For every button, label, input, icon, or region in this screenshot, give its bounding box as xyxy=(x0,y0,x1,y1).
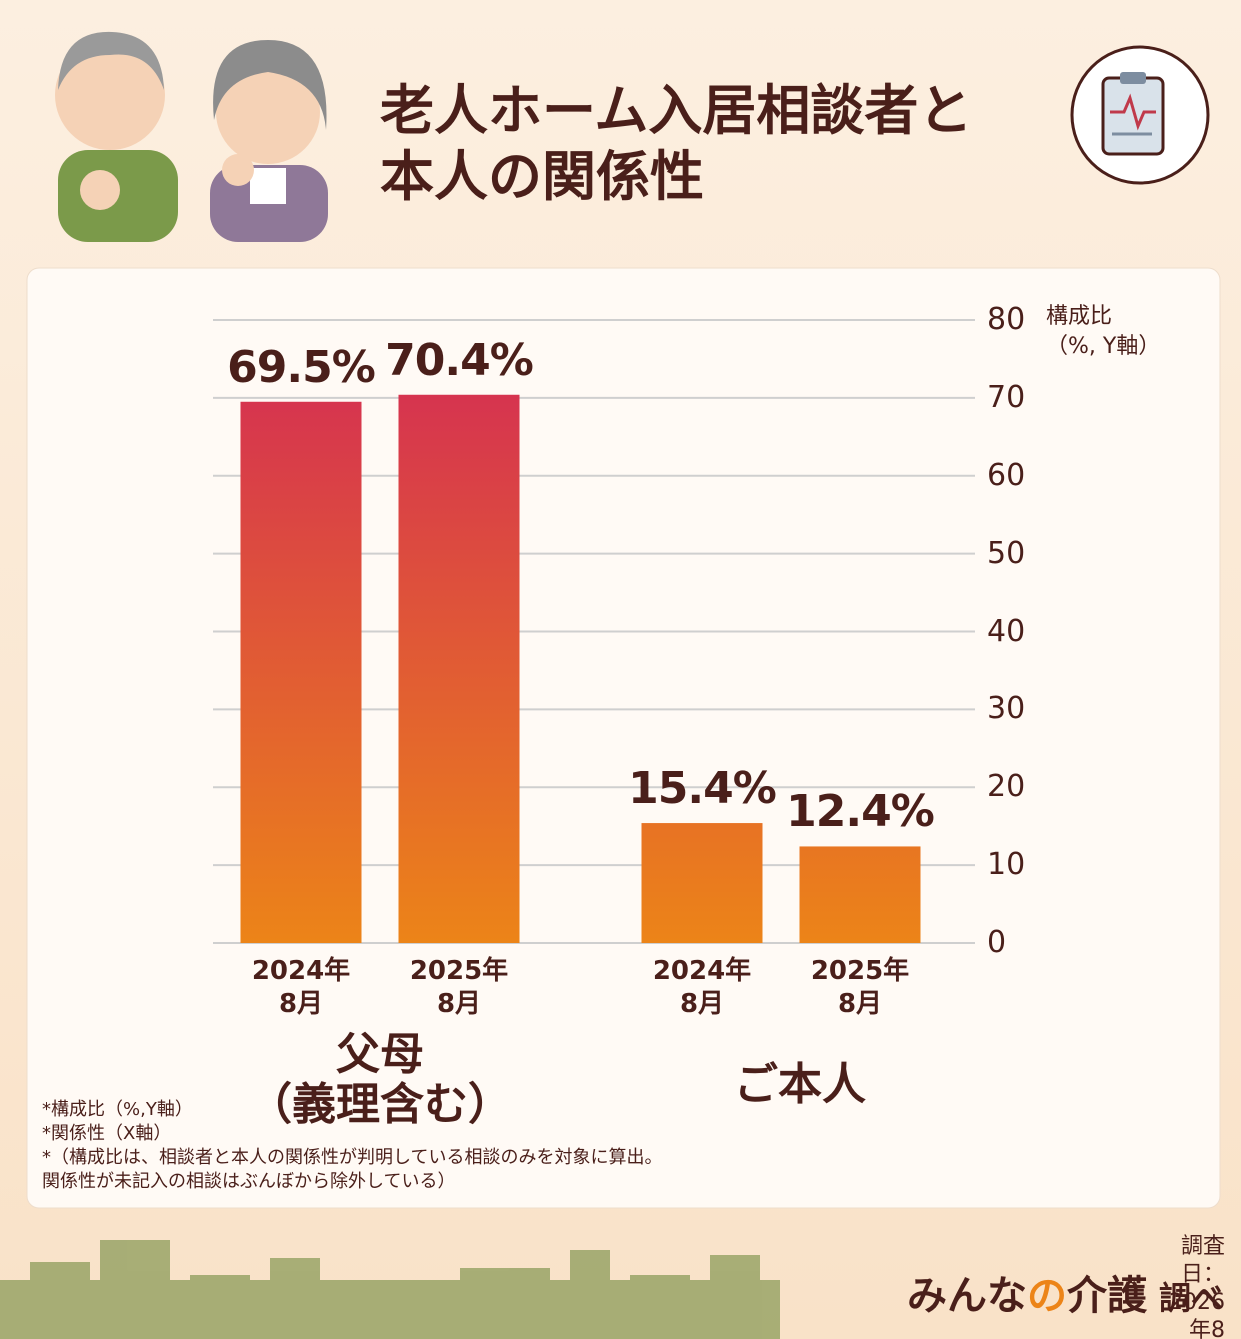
y-tick-label: 20 xyxy=(987,769,1026,805)
survey-date: 調査日：2026年8月7日 xyxy=(1169,1234,1226,1339)
y-tick-label: 60 xyxy=(987,457,1026,493)
card xyxy=(26,267,1221,1209)
y-tick-label: 50 xyxy=(987,535,1026,571)
x-tick-label: 2024年 8月 xyxy=(251,956,351,1019)
illustration-couple xyxy=(55,31,328,242)
x-tick-label: 2025年 8月 xyxy=(810,956,910,1019)
title: 老人ホーム入居相談者と 本人の関係性 xyxy=(380,79,973,208)
y-tick-label: 70 xyxy=(987,379,1026,415)
brand-suffix: 調べ xyxy=(1158,1279,1223,1317)
bar xyxy=(641,823,763,943)
value-label: 70.4% xyxy=(385,334,534,386)
skyline xyxy=(0,1240,780,1339)
x-tick-label: 2025年 8月 xyxy=(409,956,509,1019)
x-tick-label: 2024年 8月 xyxy=(652,956,752,1019)
footnote: *関係性（X軸） xyxy=(42,1123,172,1144)
footnote: *（構成比は、相談者と本人の関係性が判明している相談のみを対象に算出。 関係性が… xyxy=(42,1147,663,1192)
footnote: *構成比（%,Y軸） xyxy=(42,1099,193,1120)
brand-part: 介護 xyxy=(1066,1273,1147,1319)
y-tick-label: 30 xyxy=(987,691,1026,727)
bar xyxy=(240,401,362,943)
bar xyxy=(799,846,921,943)
y-tick-label: 10 xyxy=(987,847,1026,883)
y-tick-label: 80 xyxy=(987,302,1026,337)
y-tick-label: 0 xyxy=(987,925,1007,960)
value-label: 69.5% xyxy=(227,341,376,393)
brand-part: の xyxy=(1026,1273,1067,1319)
value-label: 12.4% xyxy=(786,786,935,838)
bar xyxy=(398,394,520,943)
group-label: 父母 （義理含む） xyxy=(248,1029,512,1130)
brand-part: みんな xyxy=(906,1273,1027,1319)
brand: みんなの介護 調べ xyxy=(907,1272,1223,1322)
group-label: ご本人 xyxy=(734,1059,866,1110)
y-tick-label: 40 xyxy=(987,613,1026,649)
value-label: 15.4% xyxy=(628,763,777,815)
icon-clipboard xyxy=(1070,45,1210,185)
y-axis-label: 構成比 （%, Y軸） xyxy=(1046,304,1161,359)
